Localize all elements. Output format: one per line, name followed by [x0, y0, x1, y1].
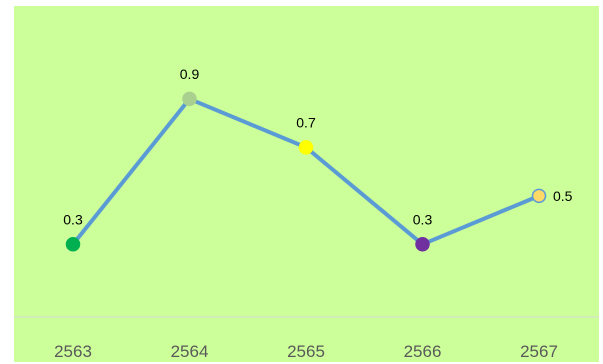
x-tick-label: 2567	[520, 342, 558, 361]
data-label: 0.9	[180, 66, 200, 82]
x-tick-label: 2564	[171, 342, 209, 361]
series-group	[65, 91, 547, 252]
x-tick-label: 2565	[287, 342, 325, 361]
data-point-marker[interactable]	[531, 188, 547, 204]
x-tick-label: 2563	[54, 342, 92, 361]
data-point-marker[interactable]	[182, 91, 197, 107]
data-label: 0.3	[413, 211, 433, 227]
plot-area-background	[14, 6, 599, 362]
data-labels-group: 0.3 0.9 0.7 0.3 0.5	[63, 66, 572, 227]
data-point-marker[interactable]	[415, 237, 430, 252]
x-tick-labels-group: 2563 2564 2565 2566 2567	[54, 342, 558, 361]
data-label: 0.5	[553, 188, 573, 204]
data-point-marker[interactable]	[65, 237, 81, 252]
data-label: 0.7	[296, 114, 316, 130]
x-tick-label: 2566	[404, 342, 442, 361]
data-label: 0.3	[63, 211, 83, 227]
data-point-marker[interactable]	[298, 140, 314, 155]
